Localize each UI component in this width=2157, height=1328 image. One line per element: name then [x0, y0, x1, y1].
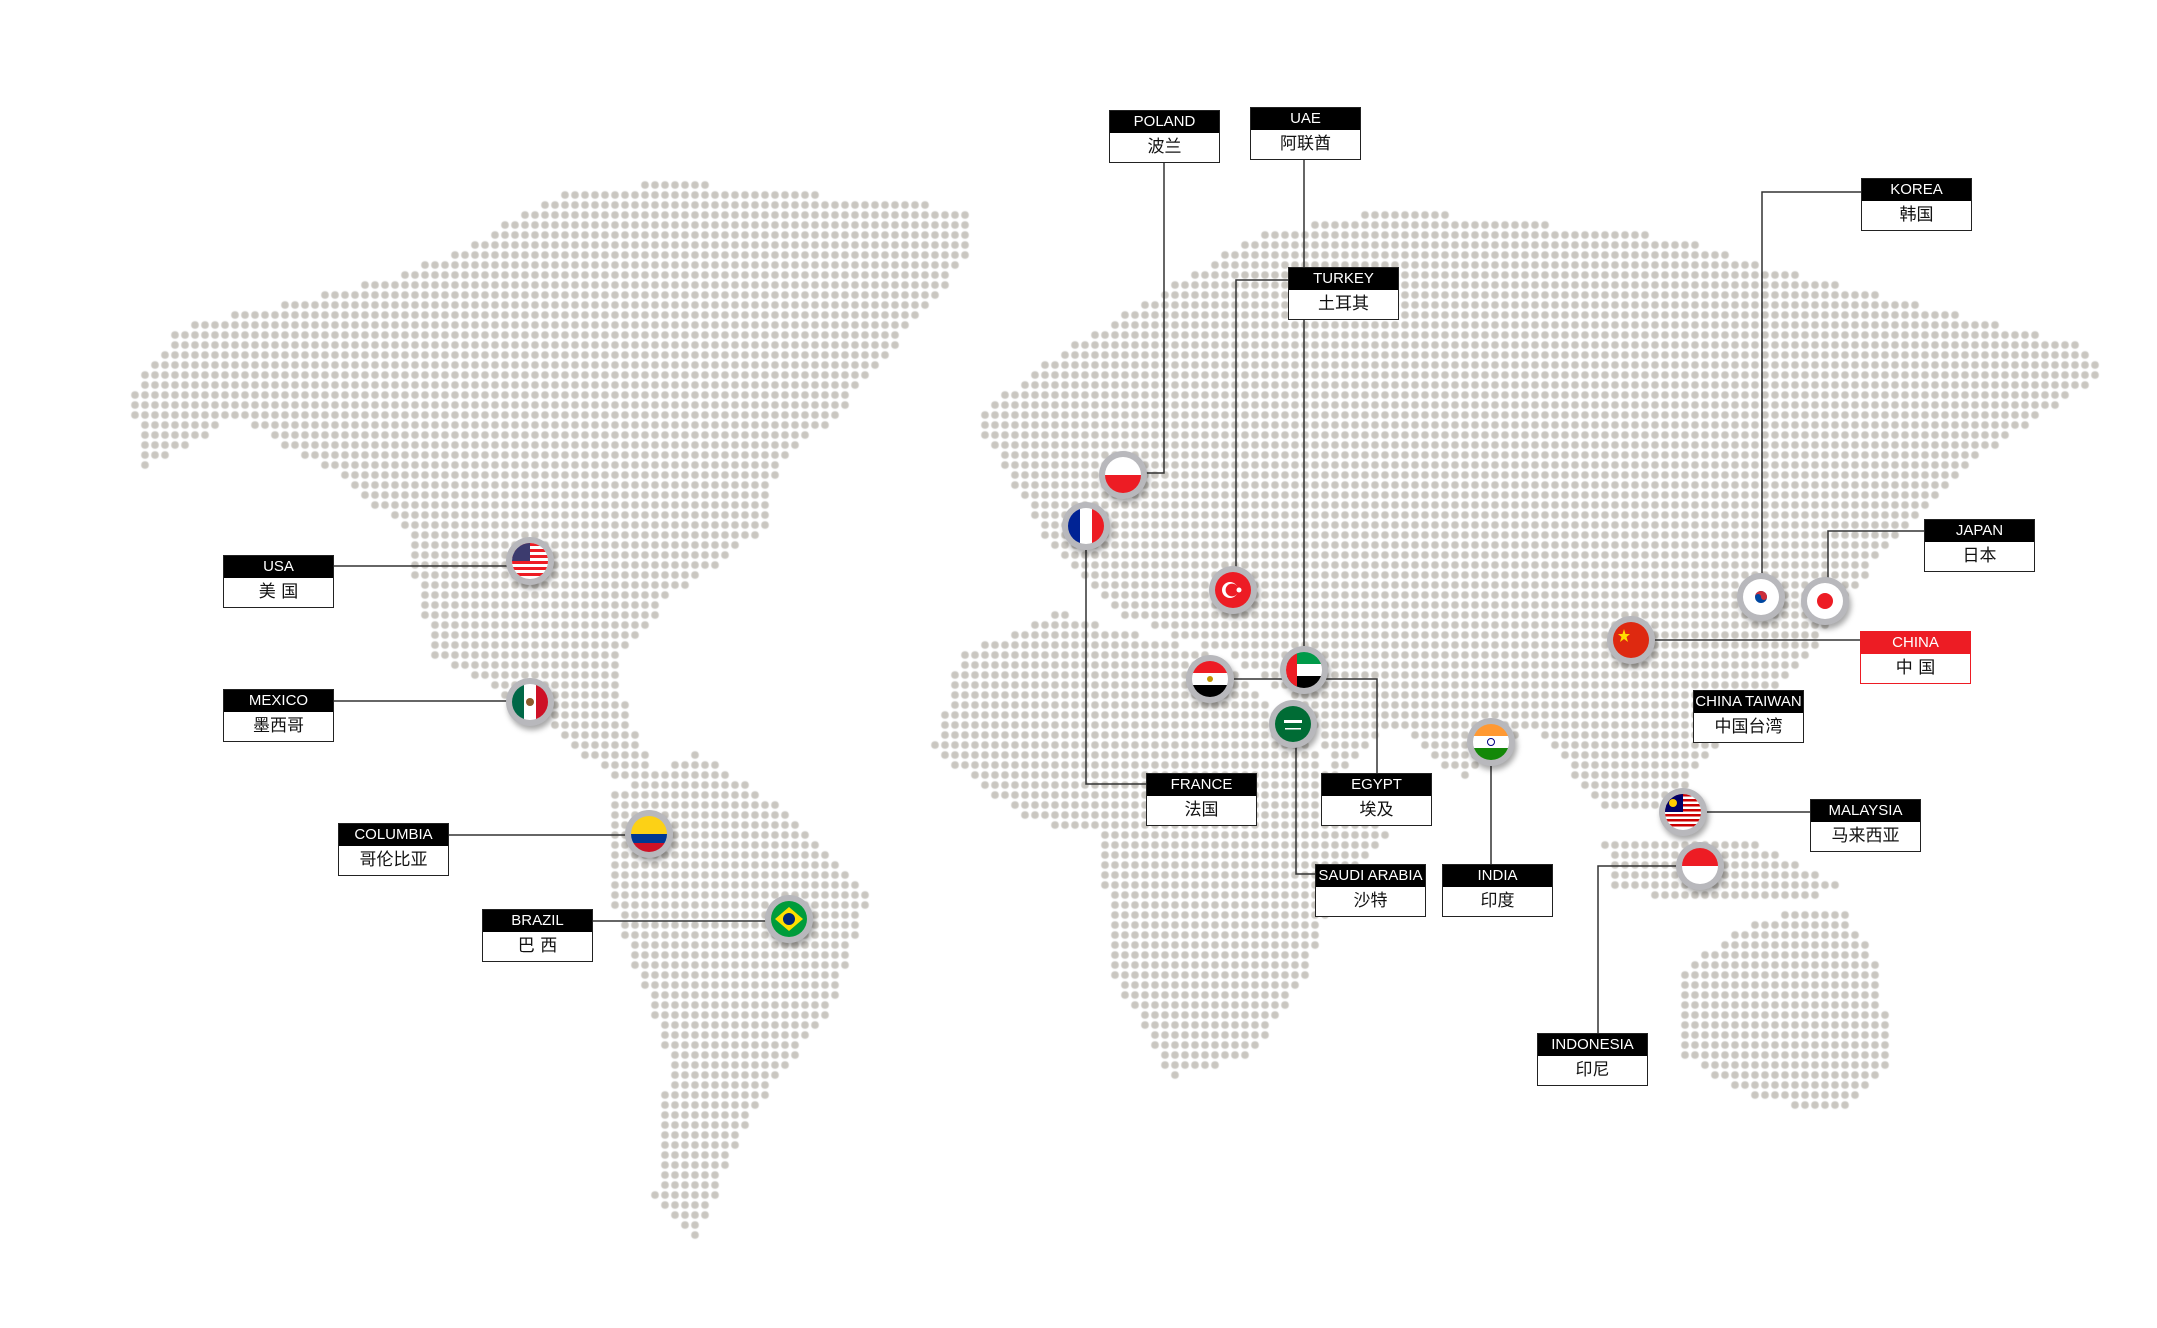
label-egypt: EGYPT 埃及 [1321, 773, 1432, 826]
label-china-taiwan: CHINA TAIWAN 中国台湾 [1693, 690, 1804, 743]
korea-flag-icon [1743, 579, 1779, 615]
france-flag-icon [1068, 508, 1104, 544]
label-english: FRANCE [1147, 774, 1256, 796]
label-english: BRAZIL [483, 910, 592, 932]
label-chinese: 巴 西 [517, 936, 558, 956]
label-uae: UAE 阿联酋 [1250, 107, 1361, 160]
india-flag-icon [1473, 724, 1509, 760]
label-chinese: 马来西亚 [1831, 826, 1900, 846]
label-english: EGYPT [1322, 774, 1431, 796]
flag-marker-uae[interactable] [1280, 646, 1328, 694]
label-usa: USA 美 国 [223, 555, 334, 608]
label-english: CHINA TAIWAN [1694, 691, 1803, 713]
label-chinese: 沙特 [1353, 891, 1388, 911]
china-flag-icon [1613, 622, 1649, 658]
flag-marker-mexico[interactable] [506, 678, 554, 726]
flag-marker-brazil[interactable] [765, 895, 813, 943]
flag-marker-saudi-arabia[interactable] [1269, 700, 1317, 748]
label-indonesia: INDONESIA 印尼 [1537, 1033, 1648, 1086]
label-english: COLUMBIA [339, 824, 448, 846]
label-english: UAE [1251, 108, 1360, 130]
label-english: MALAYSIA [1811, 800, 1920, 822]
label-brazil: BRAZIL 巴 西 [482, 909, 593, 962]
flag-marker-japan[interactable] [1801, 577, 1849, 625]
label-chinese: 哥伦比亚 [359, 850, 428, 870]
label-chinese: 美 国 [258, 582, 299, 602]
flag-marker-columbia[interactable] [625, 810, 673, 858]
flag-marker-usa[interactable] [506, 537, 554, 585]
label-china: CHINA 中 国 [1860, 631, 1971, 684]
label-chinese: 波兰 [1147, 137, 1182, 157]
egypt-flag-icon [1192, 661, 1228, 697]
japan-flag-icon [1807, 583, 1843, 619]
label-english: CHINA [1861, 632, 1970, 654]
connector-line [1295, 747, 1315, 875]
label-english: INDIA [1443, 865, 1552, 887]
label-columbia: COLUMBIA 哥伦比亚 [338, 823, 449, 876]
connector-line [1597, 865, 1677, 1033]
flag-marker-turkey[interactable] [1209, 566, 1257, 614]
label-english: KOREA [1862, 179, 1971, 201]
connector-line [1827, 530, 1924, 578]
malaysia-flag-icon [1665, 794, 1701, 830]
connector-line [1146, 163, 1165, 474]
label-poland: POLAND 波兰 [1109, 110, 1220, 163]
label-english: MEXICO [224, 690, 333, 712]
label-chinese: 中 国 [1895, 658, 1936, 678]
uae-flag-icon [1286, 652, 1322, 688]
flag-marker-indonesia[interactable] [1676, 842, 1724, 890]
label-chinese: 法国 [1184, 800, 1219, 820]
flag-marker-poland[interactable] [1099, 451, 1147, 499]
label-chinese: 墨西哥 [253, 716, 304, 736]
connector-line [1085, 549, 1146, 785]
mexico-flag-icon [512, 684, 548, 720]
label-chinese: 印尼 [1575, 1060, 1610, 1080]
label-mexico: MEXICO 墨西哥 [223, 689, 334, 742]
label-france: FRANCE 法国 [1146, 773, 1257, 826]
flag-marker-korea[interactable] [1737, 573, 1785, 621]
label-turkey: TURKEY 土耳其 [1288, 267, 1399, 320]
label-india: INDIA 印度 [1442, 864, 1553, 917]
label-english: POLAND [1110, 111, 1219, 133]
flag-marker-india[interactable] [1467, 718, 1515, 766]
label-chinese: 日本 [1962, 546, 1997, 566]
label-chinese: 韩国 [1899, 205, 1934, 225]
brazil-flag-icon [771, 901, 807, 937]
connector-line [1761, 191, 1861, 574]
label-english: TURKEY [1289, 268, 1398, 290]
flag-marker-china[interactable] [1607, 616, 1655, 664]
flag-marker-malaysia[interactable] [1659, 788, 1707, 836]
usa-flag-icon [512, 543, 548, 579]
label-chinese: 中国台湾 [1714, 717, 1783, 737]
label-chinese: 阿联酋 [1280, 134, 1331, 154]
label-chinese: 埃及 [1359, 800, 1394, 820]
label-english: JAPAN [1925, 520, 2034, 542]
connector-line [1235, 279, 1288, 567]
label-chinese: 印度 [1480, 891, 1515, 911]
label-saudi-arabia: SAUDI ARABIA 沙特 [1315, 864, 1426, 917]
flag-marker-egypt[interactable] [1186, 655, 1234, 703]
label-english: USA [224, 556, 333, 578]
columbia-flag-icon [631, 816, 667, 852]
label-japan: JAPAN 日本 [1924, 519, 2035, 572]
label-chinese: 土耳其 [1318, 294, 1369, 314]
turkey-flag-icon [1215, 572, 1251, 608]
poland-flag-icon [1105, 457, 1141, 493]
indonesia-flag-icon [1682, 848, 1718, 884]
label-english: INDONESIA [1538, 1034, 1647, 1056]
label-english: SAUDI ARABIA [1316, 865, 1425, 887]
label-malaysia: MALAYSIA 马来西亚 [1810, 799, 1921, 852]
flag-marker-france[interactable] [1062, 502, 1110, 550]
saudi-arabia-flag-icon [1275, 706, 1311, 742]
label-korea: KOREA 韩国 [1861, 178, 1972, 231]
